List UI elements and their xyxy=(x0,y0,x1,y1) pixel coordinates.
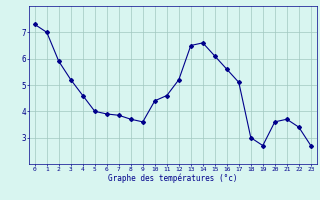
X-axis label: Graphe des températures (°c): Graphe des températures (°c) xyxy=(108,173,237,183)
